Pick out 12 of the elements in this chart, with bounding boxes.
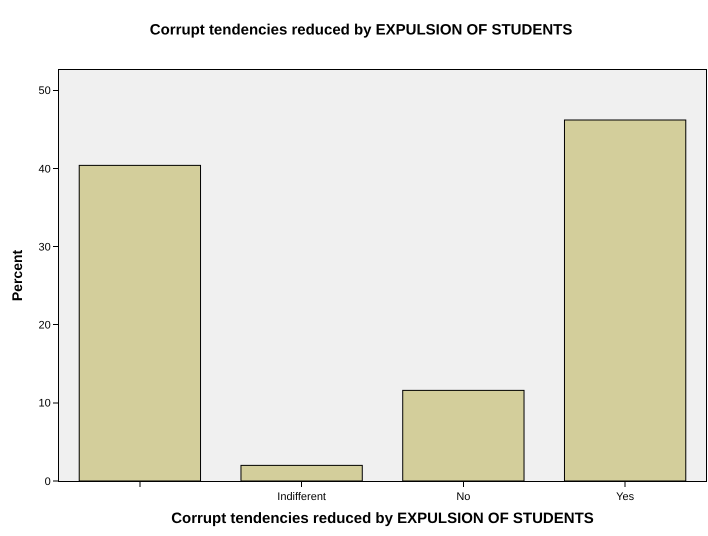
x-axis-title: Corrupt tendencies reduced by EXPULSION OF STUDENTS	[171, 510, 594, 528]
y-tick-label: 20	[38, 320, 51, 332]
y-tick-label: 0	[44, 476, 51, 488]
y-tick-label: 40	[38, 163, 51, 176]
y-tick-label: 10	[38, 398, 51, 410]
y-tick-label: 50	[38, 85, 51, 98]
y-axis-title: Percent	[9, 249, 26, 302]
y-tick-label: 30	[38, 241, 51, 254]
x-tick-label: Indifferent	[277, 491, 326, 504]
x-tick-label: No	[456, 491, 470, 504]
chart-title: Corrupt tendencies reduced by EXPULSION OF STUDENTS	[150, 22, 572, 39]
x-tick-label: Yes	[616, 491, 635, 504]
